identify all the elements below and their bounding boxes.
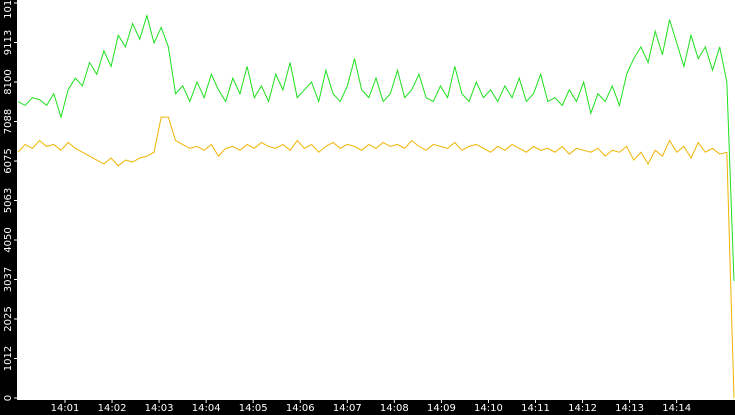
x-tick-label: 14:10 [474, 403, 503, 414]
x-tick-label: 14:14 [662, 403, 691, 414]
y-tick-label: 6075 [3, 148, 14, 173]
series-line [17, 13, 735, 281]
y-tick-label: 8100 [3, 69, 14, 94]
x-tick-label: 14:03 [145, 403, 174, 414]
x-tick-label: 14:07 [333, 403, 362, 414]
x-tick-label: 14:11 [521, 403, 550, 414]
y-tick-label: 10126 [3, 0, 14, 19]
x-tick-label: 14:05 [239, 403, 268, 414]
x-tick-label: 14:08 [380, 403, 409, 414]
x-tick-label: 14:04 [192, 403, 221, 414]
x-tick-label: 14:01 [51, 403, 80, 414]
y-axis-band [0, 0, 17, 415]
x-tick-label: 14:02 [98, 403, 127, 414]
y-tick-label: 2025 [3, 306, 14, 331]
y-tick-label: 4050 [3, 227, 14, 252]
series-line [17, 116, 735, 399]
y-tick-label: 7088 [3, 109, 14, 134]
y-tick-label: 9113 [3, 30, 14, 55]
y-tick-label: 1012 [3, 346, 14, 371]
x-tick-label: 14:06 [286, 403, 315, 414]
x-tick-label: 14:09 [427, 403, 456, 414]
y-tick-label: 5063 [3, 188, 14, 213]
y-tick-label: 3037 [3, 267, 14, 292]
x-axis-band [0, 400, 735, 415]
x-tick-label: 14:12 [568, 403, 597, 414]
y-tick-label: 0 [3, 395, 14, 401]
x-tick-label: 14:13 [615, 403, 644, 414]
